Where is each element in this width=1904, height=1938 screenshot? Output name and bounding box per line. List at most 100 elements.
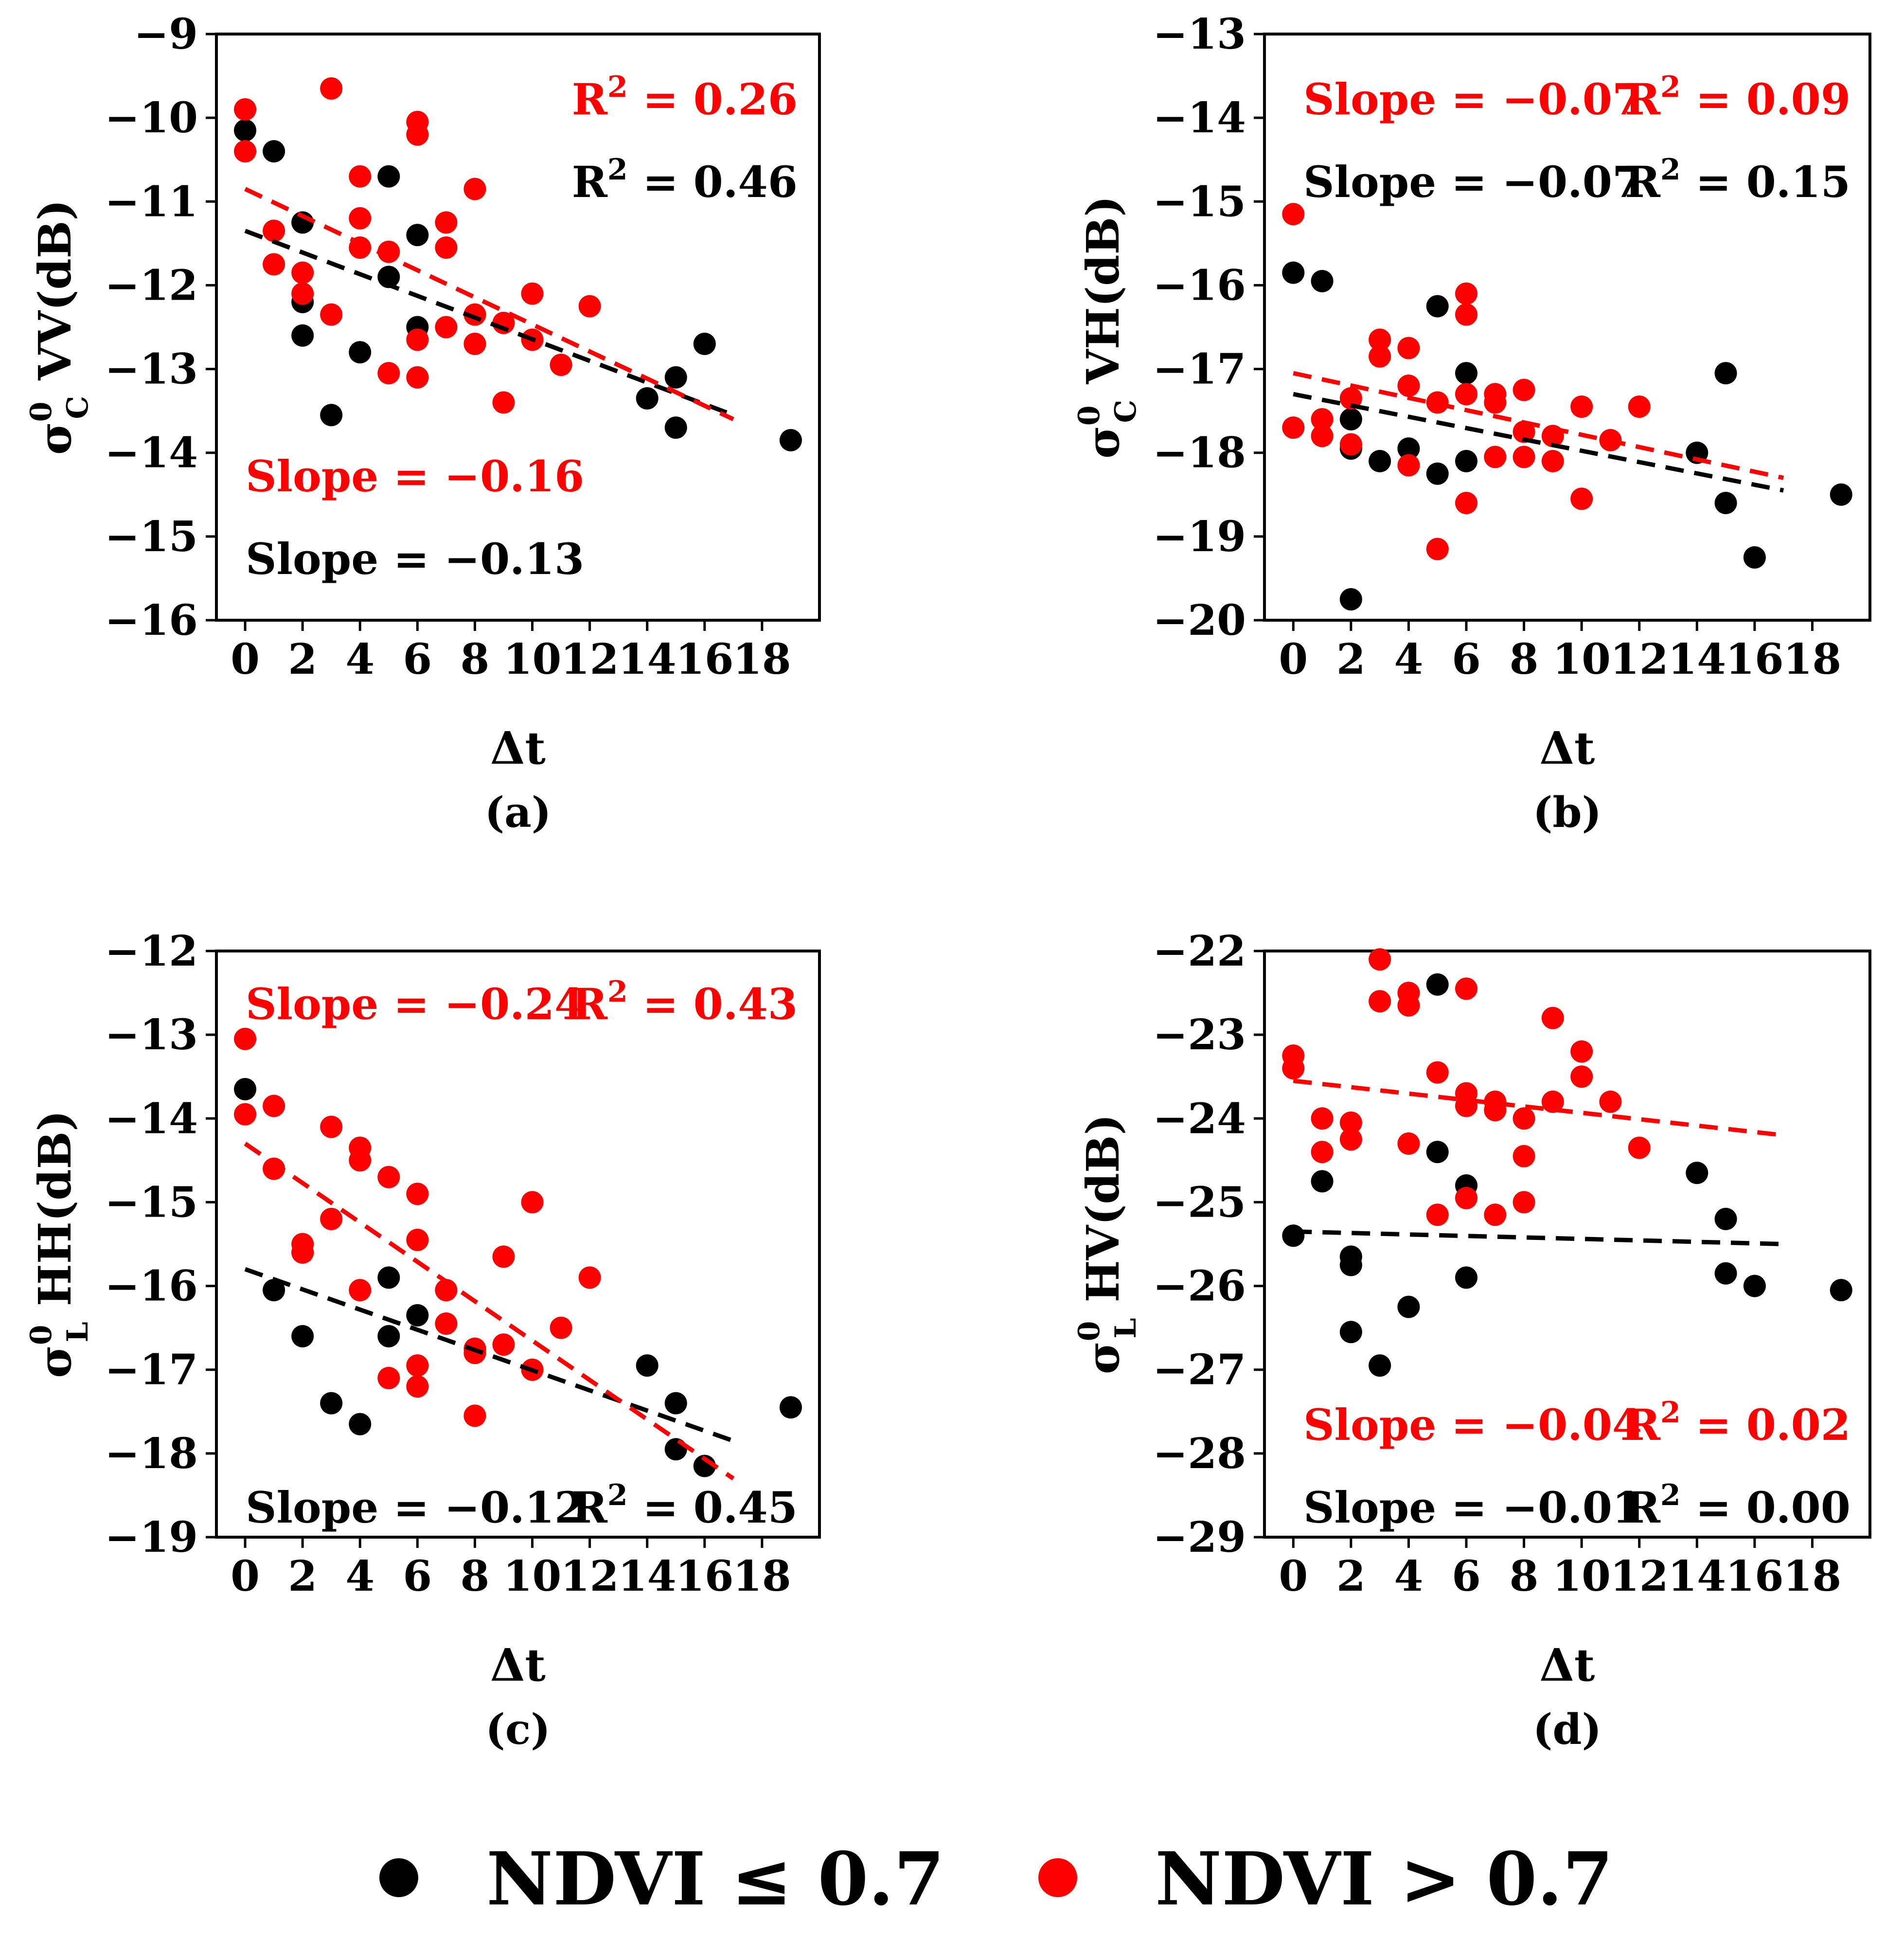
- data-point: [1541, 449, 1564, 472]
- annotation-r2-sup: 2: [1660, 1478, 1681, 1512]
- data-point: [263, 253, 285, 276]
- series-ndvi-low: [234, 1078, 802, 1477]
- data-point: [1397, 1295, 1420, 1318]
- series-ndvi-high: [234, 77, 601, 414]
- y-axis-label-text: VH(dB): [1077, 196, 1129, 399]
- data-point: [492, 1245, 515, 1268]
- data-point: [349, 341, 372, 364]
- data-point: [377, 1166, 400, 1188]
- y-tick-label: −14: [105, 1094, 198, 1143]
- y-tick-label: −10: [105, 93, 198, 143]
- annotation-r2-value: = 0.00: [1681, 1482, 1851, 1533]
- annotation-r2-red: R2 = 0.43: [572, 975, 798, 1029]
- data-point: [1369, 449, 1391, 472]
- data-point: [664, 1438, 687, 1461]
- y-tick-label: −13: [105, 345, 198, 394]
- annotation-slope-red: Slope = −0.04: [1303, 1400, 1642, 1450]
- data-point: [1282, 1224, 1305, 1247]
- y-axis-label: σ0C VV(dB): [24, 199, 95, 455]
- data-point: [1455, 282, 1477, 305]
- panel-label: (a): [484, 788, 551, 837]
- data-point: [1686, 441, 1708, 464]
- y-axis-label-sigma: σ: [1077, 426, 1129, 459]
- data-point: [463, 332, 486, 355]
- data-point: [463, 1404, 486, 1427]
- y-tick-label: −16: [105, 596, 198, 645]
- series-ndvi-high: [1282, 203, 1651, 560]
- data-point: [550, 1316, 572, 1339]
- y-tick-label: −29: [1153, 1513, 1246, 1562]
- data-point: [320, 404, 343, 427]
- y-axis-label-text: VV(dB): [29, 199, 81, 396]
- data-point: [1455, 492, 1477, 514]
- data-point: [1513, 378, 1535, 401]
- annotation-r2-sup: 2: [607, 70, 628, 104]
- data-point: [1455, 1266, 1477, 1289]
- data-point: [1830, 1279, 1852, 1302]
- data-point: [320, 1207, 343, 1230]
- annotation-slope-black: Slope = −0.12: [246, 1482, 584, 1533]
- annotation-r2-value: = 0.15: [1681, 157, 1851, 207]
- data-point: [234, 1078, 257, 1101]
- x-tick-label: 14: [1668, 635, 1726, 684]
- data-point: [1282, 416, 1305, 439]
- annotation-r2-prefix: R: [1625, 157, 1661, 207]
- y-axis-label-sigma: σ: [29, 422, 81, 455]
- annotation-r2-prefix: R: [572, 1482, 608, 1533]
- annotation-r2-black: R2 = 0.00: [1625, 1478, 1851, 1533]
- y-tick-label: −25: [1153, 1178, 1246, 1227]
- x-tick-label: 2: [1336, 635, 1366, 684]
- x-tick-label: 8: [461, 635, 490, 684]
- data-point: [1743, 1274, 1766, 1297]
- plot-frame: [215, 33, 821, 622]
- y-tick-label: −28: [1153, 1429, 1246, 1478]
- fit-line-ndvi-low: [1293, 1229, 1784, 1246]
- fit-line-ndvi-high: [1293, 1078, 1784, 1138]
- y-tick-label: −26: [1153, 1262, 1246, 1311]
- data-point: [1311, 1170, 1334, 1193]
- data-point: [1426, 973, 1449, 996]
- chart-panel-a: 0 2 4 6 8 1012141618−9−10−11−12−13−14−15−16Δt…: [24, 10, 821, 837]
- data-point: [320, 1115, 343, 1138]
- annotation-slope-red: Slope = −0.07: [1303, 74, 1642, 125]
- y-tick-label: −17: [105, 1346, 198, 1395]
- data-point: [1743, 546, 1766, 569]
- x-tick-label: 2: [1336, 1552, 1366, 1601]
- y-tick-label: −12: [105, 927, 198, 976]
- legend-marker: [1038, 1858, 1077, 1897]
- data-point: [1369, 1354, 1391, 1377]
- x-tick-label: 10: [1552, 635, 1611, 684]
- data-point: [1455, 977, 1477, 1000]
- x-tick-label: 10: [503, 635, 562, 684]
- data-point: [349, 1149, 372, 1172]
- data-point: [406, 366, 429, 389]
- series-ndvi-low: [1282, 261, 1852, 610]
- chart-panel-c: 0 2 4 6 8 1012141618−12−13−14−15−16−17−18−19Δ…: [24, 927, 821, 1754]
- data-point: [1397, 337, 1420, 359]
- x-tick-label: 18: [1783, 1552, 1842, 1601]
- x-axis-label: Δt: [490, 1639, 546, 1691]
- data-point: [1513, 446, 1535, 468]
- data-point: [349, 165, 372, 188]
- data-point: [1311, 269, 1334, 292]
- annotation-r2-sup: 2: [1660, 153, 1681, 187]
- data-point: [779, 429, 802, 451]
- panel-label: (c): [485, 1705, 551, 1754]
- y-axis-label-text: HV(dB): [1077, 1114, 1129, 1318]
- data-point: [1311, 408, 1334, 431]
- y-tick-label: −13: [105, 1010, 198, 1059]
- y-tick-label: −16: [105, 1262, 198, 1311]
- data-point: [1426, 1061, 1449, 1084]
- data-point: [234, 1103, 257, 1126]
- data-point: [320, 303, 343, 326]
- data-point: [779, 1396, 802, 1419]
- data-point: [1455, 383, 1477, 406]
- data-point: [1714, 1262, 1737, 1285]
- data-point: [349, 1413, 372, 1436]
- annotation-r2-value: = 0.02: [1681, 1400, 1851, 1450]
- annotation-r2-sup: 2: [1660, 1396, 1681, 1430]
- annotation-r2-prefix: R: [572, 157, 608, 207]
- data-point: [550, 353, 572, 376]
- data-point: [1339, 1111, 1362, 1134]
- data-point: [291, 1325, 314, 1347]
